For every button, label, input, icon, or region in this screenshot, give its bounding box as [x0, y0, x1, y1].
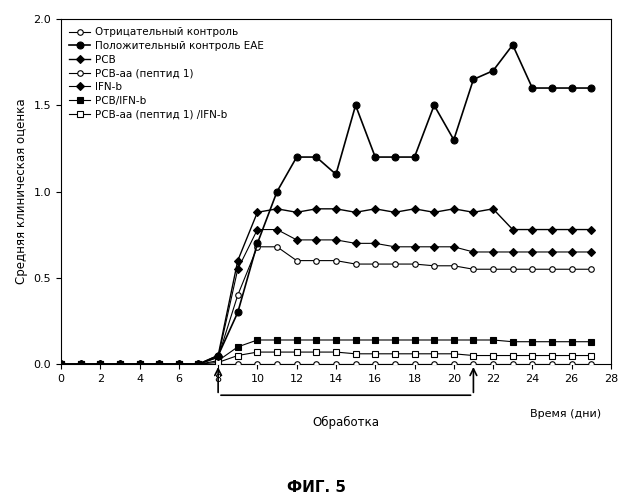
Text: Обработка: Обработка [312, 416, 379, 429]
Y-axis label: Средняя клиническая оценка: Средняя клиническая оценка [15, 99, 28, 284]
Text: Время (дни): Время (дни) [530, 409, 601, 419]
Text: ФИГ. 5: ФИГ. 5 [287, 480, 346, 495]
Legend: Отрицательный контроль, Положительный контроль ЕАЕ, PCB, PCB-aa (пептид 1), IFN-: Отрицательный контроль, Положительный ко… [66, 24, 267, 122]
